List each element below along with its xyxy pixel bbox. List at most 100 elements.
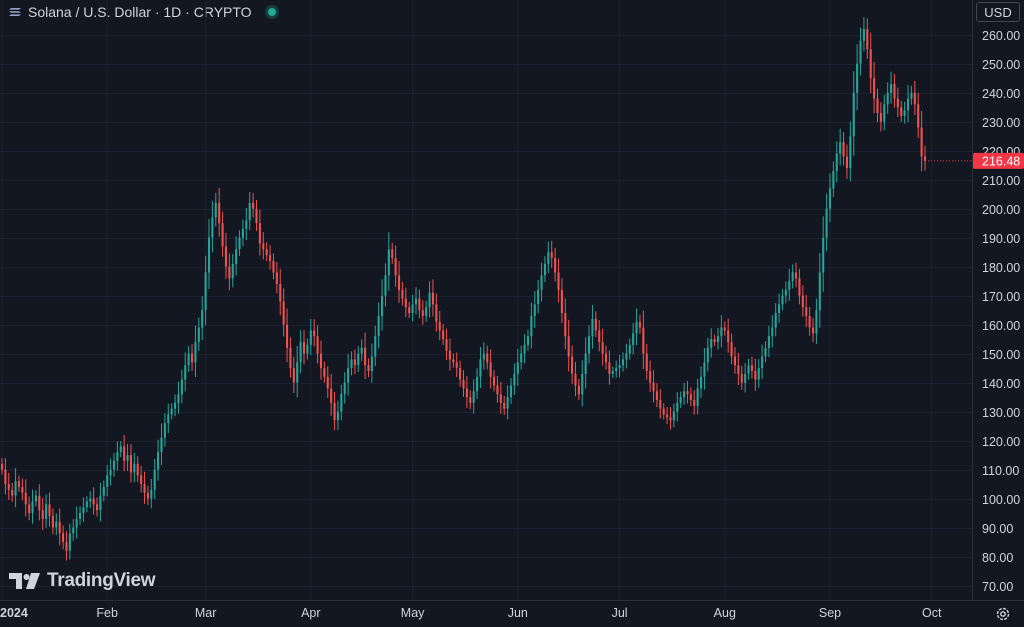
candle-body <box>543 263 546 276</box>
candle <box>391 242 394 264</box>
candle <box>906 85 910 123</box>
candle-body <box>82 507 85 514</box>
candle <box>856 44 859 111</box>
candle-body <box>248 202 251 221</box>
candle <box>547 241 550 274</box>
candle <box>862 17 865 52</box>
candle <box>788 268 791 301</box>
candle <box>696 378 699 415</box>
candle-body <box>669 417 672 421</box>
candle <box>876 88 879 123</box>
candle <box>85 495 88 513</box>
candle <box>65 531 68 561</box>
candle-body <box>160 437 163 453</box>
candle <box>499 381 502 414</box>
candle-body <box>95 504 99 511</box>
candle-body <box>377 315 380 337</box>
candle-body <box>469 397 472 403</box>
candle-body <box>431 292 435 305</box>
symbol-title[interactable]: Solana / U.S. Dollar · 1D · CRYPTO <box>28 4 252 20</box>
candle <box>282 288 285 337</box>
candle-body <box>421 310 424 316</box>
candle <box>207 219 211 290</box>
candle-body <box>204 272 207 311</box>
candle-body <box>727 330 730 343</box>
candle-body <box>0 463 4 470</box>
y-tick-label: 240.00 <box>982 87 1020 101</box>
candle <box>313 319 316 347</box>
candle <box>672 403 675 428</box>
candle-body <box>472 391 475 403</box>
candle <box>720 315 723 348</box>
candle <box>798 268 801 305</box>
candle <box>78 506 82 526</box>
time-axis[interactable]: 2024FebMarAprMayJunJulAugSepOctNovDec <box>0 606 1024 620</box>
candle <box>397 261 401 303</box>
candle-body <box>794 272 798 279</box>
candle <box>343 372 346 404</box>
candle-body <box>896 98 899 108</box>
candle <box>323 361 326 383</box>
candle <box>106 464 109 497</box>
candle <box>638 314 642 334</box>
candle <box>540 262 543 302</box>
candle-body <box>923 156 927 161</box>
candle-body <box>55 521 58 528</box>
candle-body <box>323 368 326 377</box>
candle <box>238 230 241 257</box>
candle-body <box>272 260 275 273</box>
candle-body <box>387 249 390 276</box>
candle <box>347 353 350 396</box>
candle-body <box>842 142 845 157</box>
candle-body <box>672 411 675 421</box>
candle-body <box>879 113 882 122</box>
candle <box>353 349 356 375</box>
candle <box>377 302 380 349</box>
x-tick-label: Aug <box>714 606 736 620</box>
candle <box>890 71 893 104</box>
candle <box>676 392 679 422</box>
candle-body <box>391 249 394 258</box>
candle-body <box>309 330 312 345</box>
price-axis[interactable]: 70.00 80.00 90.00 100.00 110.00 120.00 130.00 1… <box>982 29 1020 594</box>
candle <box>431 279 435 317</box>
candle-body <box>167 414 170 424</box>
market-status-dot-icon[interactable] <box>267 8 276 16</box>
currency-button[interactable]: USD <box>976 2 1020 22</box>
candle-body <box>143 484 146 493</box>
candle-body <box>17 481 21 487</box>
candle-body <box>856 63 859 93</box>
candle-body <box>649 371 652 383</box>
candle <box>801 285 804 317</box>
candle-body <box>645 353 648 372</box>
candle <box>404 287 407 318</box>
candle <box>869 32 872 94</box>
y-tick-label: 180.00 <box>982 261 1020 275</box>
candle-body <box>737 365 740 374</box>
candle <box>591 304 594 349</box>
candle-body <box>296 362 299 383</box>
y-tick-label: 190.00 <box>982 232 1020 246</box>
candle <box>625 343 628 369</box>
candle <box>537 279 540 314</box>
candle <box>744 363 747 393</box>
candle <box>45 494 48 528</box>
gear-icon[interactable] <box>994 605 1012 623</box>
candle-body <box>910 92 913 99</box>
candle <box>835 141 838 183</box>
candle <box>452 353 455 368</box>
candle <box>479 346 482 389</box>
candle-body <box>679 397 682 403</box>
candle-body <box>761 356 764 369</box>
candle-body <box>767 336 770 348</box>
candle-body <box>740 373 743 383</box>
candle <box>506 385 509 420</box>
y-tick-label: 110.00 <box>982 464 1019 478</box>
candle <box>350 351 353 376</box>
candle-body <box>489 362 492 377</box>
candle <box>886 82 889 114</box>
candle-body <box>442 330 445 340</box>
candle <box>75 506 78 539</box>
candle <box>21 478 24 501</box>
